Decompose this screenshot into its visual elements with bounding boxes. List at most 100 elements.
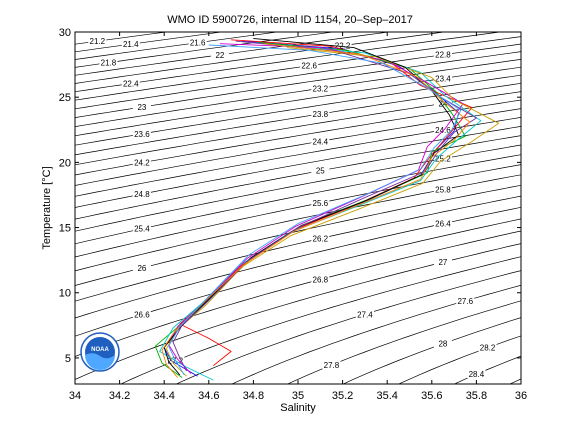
density-contour [75,195,521,302]
contour-label-bg [311,197,330,207]
density-contour [75,82,521,156]
density-contour [75,32,503,93]
contour-label: 26.2 [313,235,329,244]
x-tick-label: 35.6 [421,390,442,402]
x-tick-label: 34.6 [198,390,219,402]
contour-label: 22.2 [335,42,351,51]
contour-label: 21.8 [101,59,117,68]
contour-label: 27.6 [457,297,473,306]
contour-label-bg [478,342,497,352]
density-contour [75,99,521,176]
density-contour [75,32,281,60]
contour-label: 25.4 [134,225,150,234]
profile-line [172,40,477,372]
contour-label: 24.4 [313,137,329,146]
contour-label: 23 [137,103,146,112]
density-contours [75,32,521,384]
contour-label-bg [311,83,330,93]
x-axis: 34 34.2 34.4 34.6 34.8 35 35.2 35.4 35.6 35.8 36 [69,32,527,402]
density-contour [286,300,521,384]
y-tick-label: 25 [59,92,71,104]
contour-label: 22.4 [123,79,139,88]
x-tick-label: 34.2 [109,390,130,402]
contour-label: 23.6 [134,130,150,139]
density-contour [75,117,521,197]
contour-label-bg [467,369,486,379]
contour-label: 25 [316,167,325,176]
contour-label-bg [311,136,330,146]
contour-label-bg [433,49,452,59]
profile-line [168,44,462,376]
contour-label-bg [355,309,374,319]
contour-label: 23.2 [313,84,329,93]
contour-label: 25.8 [435,186,451,195]
contour-label-bg [99,57,118,67]
density-contour [75,32,225,53]
density-contour [75,135,521,220]
contour-label: 23.8 [313,110,329,119]
x-tick-label: 35 [292,390,304,402]
contour-label-bg [132,189,151,199]
density-contour [75,174,521,272]
profile-line [159,44,482,381]
density-contour [75,243,521,380]
density-contour [397,335,521,384]
x-tick-label: 35.8 [466,390,487,402]
contour-label-bg [121,78,140,88]
profile-line [165,47,500,377]
contour-label-bg [132,223,151,233]
density-contour [75,32,170,45]
x-tick-label: 35.4 [376,390,397,402]
contour-label-bg [300,60,319,70]
density-contour [75,74,521,146]
contour-label-bg [322,360,341,370]
contour-label: 26.8 [313,275,329,284]
logo-wave [85,353,115,370]
contour-label-bg [433,98,452,108]
profile-series [154,38,500,381]
contour-label: 24.2 [134,159,150,168]
contour-label-bg [121,39,140,49]
x-tick-label: 34.4 [153,390,174,402]
contour-label-bg [333,40,352,50]
contour-label: 28.2 [480,344,496,353]
x-axis-label: Salinity [280,402,316,414]
density-contour [75,66,521,137]
density-contour [75,32,336,68]
contour-label-bg [188,37,207,47]
y-tick-label: 20 [59,157,71,169]
contour-label-bg [433,125,452,135]
contour-label: 21.4 [123,40,139,49]
contour-label-bg [132,157,151,167]
density-contour [75,51,521,118]
contour-label: 21.2 [90,37,106,46]
density-contour [75,184,521,286]
density-contour [453,355,521,384]
contour-label-bg [311,165,330,175]
contour-label-bg [456,295,475,305]
contour-label-bg [433,257,452,267]
density-contour [75,91,521,166]
contour-label-bg [311,274,330,284]
x-tick-label: 34.8 [243,390,264,402]
contour-label-bg [311,108,330,118]
density-contour [75,126,521,208]
density-contour [75,59,521,127]
density-contour [75,154,521,245]
contour-label: 23.4 [435,74,451,83]
contour-label: 27.4 [357,310,373,319]
density-contour [120,256,521,384]
density-contour [75,108,521,186]
contour-label-bg [88,36,107,46]
profile-line [154,41,466,378]
density-contour [231,284,521,384]
noaa-logo: NOAA [80,332,120,372]
contour-label: 22 [215,51,224,60]
contour-label-bg [132,102,151,112]
contour-label-bg [311,233,330,243]
contour-label: 27 [438,258,447,267]
density-contour [75,32,448,84]
density-contour [75,206,521,319]
y-tick-label: 30 [59,27,71,39]
y-tick-label: 15 [59,223,71,235]
